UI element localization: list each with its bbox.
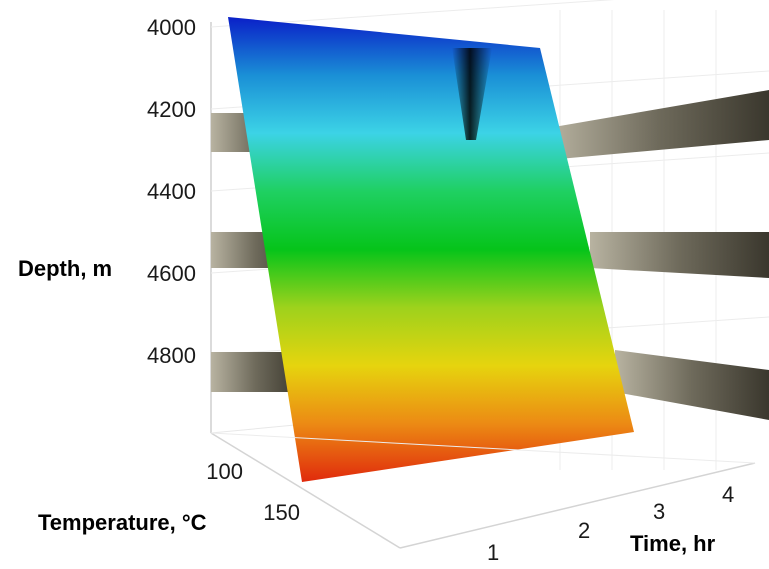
floor-axes (210, 432, 756, 549)
time-axis-title: Time, hr (630, 531, 716, 556)
time-ticks: 1 2 3 4 (487, 482, 734, 565)
surface-fold-shadow (452, 48, 492, 140)
grid-line (210, 0, 615, 28)
time-tick-label: 1 (487, 540, 499, 565)
depth-band-right (615, 350, 769, 420)
time-tick-label: 3 (653, 499, 665, 524)
depth-tick-label: 4600 (147, 261, 196, 286)
depth-band-right (590, 232, 769, 278)
depth-tick-label: 4000 (147, 15, 196, 40)
depth-tick-label: 4200 (147, 97, 196, 122)
depth-tick-label: 4800 (147, 343, 196, 368)
depth-band-left (211, 352, 300, 392)
temperature-surface (228, 17, 634, 482)
temperature-tick-label: 150 (263, 500, 300, 525)
temperature-axis-title: Temperature, °C (38, 510, 207, 535)
time-axis-line (399, 462, 756, 549)
temperature-ticks: 100 150 (206, 459, 300, 525)
depth-axis-title: Depth, m (18, 256, 112, 281)
depth-band-right (548, 90, 769, 160)
depth-tick-label: 4400 (147, 179, 196, 204)
time-tick-label: 2 (578, 518, 590, 543)
time-tick-label: 4 (722, 482, 734, 507)
floor-diagonal (210, 432, 756, 464)
temperature-tick-label: 100 (206, 459, 243, 484)
temperature-axis-line (210, 432, 401, 549)
depth-ticks: 4000 4200 4400 4600 4800 (147, 15, 196, 368)
